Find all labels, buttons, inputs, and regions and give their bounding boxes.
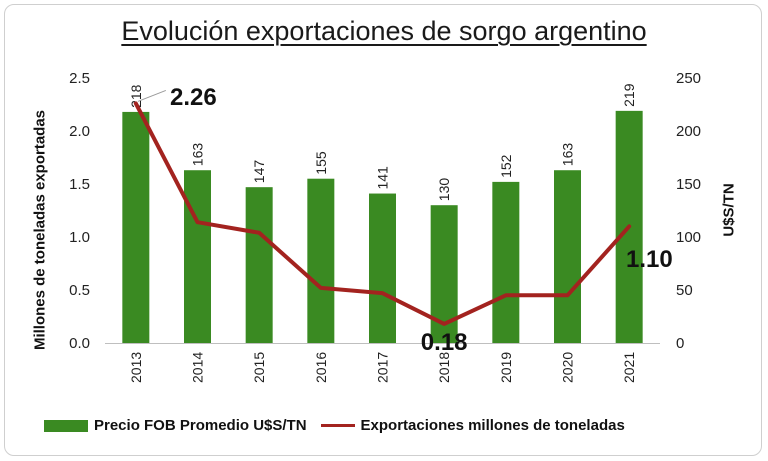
x-tick-label: 2021 [621,352,637,383]
legend-line-swatch [320,424,355,427]
y-left-tick-label: 1.5 [69,176,90,193]
annotation-label: 0.18 [421,329,468,356]
y-left-tick-label: 2.0 [69,123,90,140]
annotation-label: 1.10 [626,246,673,273]
chart-frame [4,4,762,456]
bar-data-label: 130 [436,178,452,202]
bar-data-label: 141 [375,166,391,190]
x-tick-label: 2017 [375,352,391,383]
bar-data-label: 218 [128,84,144,108]
x-tick-label: 2018 [436,352,452,383]
bar-data-label: 147 [251,160,267,184]
line-series-exportaciones [133,101,632,326]
annotation-label: 2.26 [170,84,217,111]
bar-data-label: 163 [560,143,576,167]
bar [122,111,150,343]
bar-data-label: 219 [621,83,637,107]
legend-bar-label: Precio FOB Promedio U$S/TN [94,417,307,434]
y-left-tick-label: 0.5 [69,282,90,299]
chart-legend: Precio FOB Promedio U$S/TN Exportaciones… [44,417,625,434]
y-left-tick-label: 1.0 [69,229,90,246]
bar [554,170,581,343]
x-tick-label: 2019 [498,352,514,383]
bar [369,193,396,343]
x-tick-label: 2015 [251,352,267,383]
y-left-tick-label: 0.0 [69,335,90,352]
y-right-tick-label: 200 [676,123,701,140]
bar [245,187,273,343]
bar-data-label: 163 [190,143,206,167]
y-right-tick-label: 250 [676,70,701,87]
legend-bar-swatch [44,419,88,432]
y-left-tick-label: 2.5 [69,70,90,87]
x-tick-label: 2016 [313,352,329,383]
legend-line-label: Exportaciones millones de toneladas [360,417,625,434]
bar [492,181,520,343]
bar-data-label: 155 [313,151,329,175]
y-right-tick-label: 50 [676,282,693,299]
y-right-tick-label: 150 [676,176,701,193]
bar [184,170,211,343]
bar [307,178,335,343]
x-tick-label: 2013 [128,352,144,383]
chart-title: Evolución exportaciones de sorgo argenti… [121,16,647,46]
bar-data-label: 152 [498,154,514,178]
annotation-leader-line [137,89,167,102]
x-tick-label: 2020 [560,352,576,383]
x-tick-label: 2014 [190,352,206,383]
y-right-tick-label: 0 [676,335,684,352]
y-right-tick-label: 100 [676,229,701,246]
